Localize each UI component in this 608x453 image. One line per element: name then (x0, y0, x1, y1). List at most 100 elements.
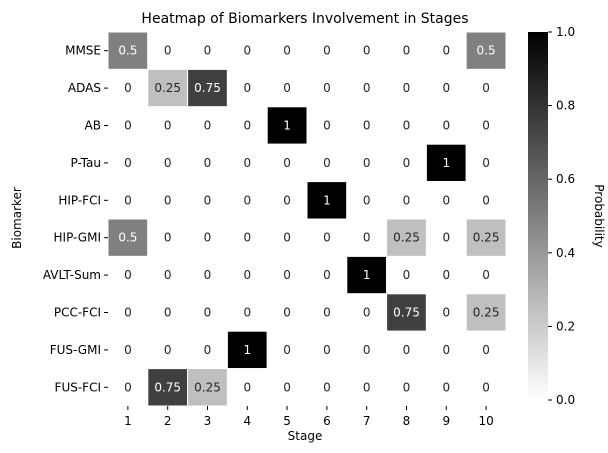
cell-value-label: 0 (403, 81, 411, 95)
y-axis-label: Biomarker (10, 187, 24, 249)
cell-value-label: 0 (283, 193, 291, 207)
heatmap-cell (465, 181, 507, 220)
heatmap-cell (187, 293, 228, 332)
cell-value-label: 0 (124, 268, 132, 282)
cell-value-label: 0.25 (194, 380, 221, 394)
heatmap-cell (226, 330, 268, 370)
cell-value-label: 0 (204, 306, 212, 320)
x-axis-label: Stage (288, 429, 323, 443)
cell-value-label: 0 (243, 193, 251, 207)
cell-value-label: 0 (164, 119, 172, 133)
cell-value-label: 0.25 (154, 81, 181, 95)
cell-value-label: 0.75 (393, 306, 420, 320)
heatmap-cell (226, 68, 268, 108)
cell-value-label: 0 (403, 343, 411, 357)
heatmap-cell (465, 143, 507, 183)
y-tick-label: FUS-FCI (55, 380, 101, 394)
heatmap-cell (266, 330, 308, 370)
cell-value-label: 0 (204, 193, 212, 207)
cell-value-label: 0 (323, 231, 331, 245)
cell-value-label: 0 (403, 193, 411, 207)
heatmap-cell (226, 255, 268, 295)
cell-value-label: 0 (363, 193, 371, 207)
colorbar-tick-label: 0.6 (556, 172, 575, 186)
y-tick-label: AB (85, 119, 101, 133)
x-tick-label: 1 (124, 414, 132, 428)
colorbar-tick-label: 0.8 (556, 99, 575, 113)
heatmap-cell (147, 31, 189, 70)
colorbar-ticks: 0.0 0.2 0.4 0.6 0.8 1.0 (548, 25, 575, 407)
cell-value-label: 0 (323, 268, 331, 282)
heatmap-cell (346, 330, 388, 370)
heatmap-cell (425, 330, 467, 370)
cell-value-label: 0 (442, 231, 450, 245)
cell-value-label: 0 (283, 156, 291, 170)
cell-value-label: 0 (283, 306, 291, 320)
heatmap-cell (346, 293, 388, 332)
cell-value-label: 0 (403, 380, 411, 394)
cell-value-label: 0 (243, 380, 251, 394)
x-tick-label: 6 (323, 414, 331, 428)
x-axis-ticks: 1 2 3 4 5 6 7 8 9 10 (124, 406, 494, 428)
heatmap-cell (465, 330, 507, 370)
cell-value-label: 0 (164, 44, 172, 58)
cell-value-label: 1 (442, 156, 450, 170)
cell-value-label: 0 (323, 306, 331, 320)
y-tick-label: ADAS (68, 81, 101, 95)
cell-value-label: 1 (243, 343, 251, 357)
cell-value-label: 0 (164, 306, 172, 320)
cell-value-label: 0 (204, 231, 212, 245)
cell-value-label: 0 (363, 44, 371, 58)
heatmap-cell (266, 368, 308, 407)
heatmap-cell (425, 181, 467, 220)
heatmap-cells (107, 31, 507, 407)
heatmap-cell (346, 143, 388, 183)
cell-value-label: 0 (482, 81, 490, 95)
cell-value-label: 0 (482, 156, 490, 170)
heatmap-cell (346, 106, 388, 145)
cell-value-label: 0.5 (477, 44, 496, 58)
heatmap-cell (465, 368, 507, 407)
cell-value-label: 0.5 (118, 231, 137, 245)
cell-value-label: 0 (363, 306, 371, 320)
cell-value-label: 0 (283, 44, 291, 58)
y-axis-ticks: MMSE ADAS AB P-Tau HIP-FCI HIP-GMI AVLT-Sum PCC… (43, 44, 108, 394)
heatmap-cell (465, 293, 507, 332)
heatmap-cell (266, 181, 308, 220)
cell-value-label: 0 (204, 156, 212, 170)
heatmap-cell (346, 368, 388, 407)
cell-value-label: 0 (124, 380, 132, 394)
cell-value-label: 0 (243, 44, 251, 58)
cell-value-label: 0 (243, 268, 251, 282)
heatmap-cell (386, 68, 427, 108)
heatmap-cell (386, 330, 427, 370)
cell-value-label: 0 (243, 231, 251, 245)
cell-value-label: 0.25 (393, 231, 420, 245)
heatmap-cell (425, 218, 467, 257)
heatmap-cell (306, 68, 348, 108)
cell-value-label: 0.75 (194, 81, 221, 95)
cell-value-label: 0 (283, 268, 291, 282)
heatmap-cell (346, 255, 388, 295)
heatmap-cell (306, 181, 348, 220)
cell-value-label: 0 (204, 44, 212, 58)
heatmap-cell (306, 255, 348, 295)
colorbar-label: Probability (592, 184, 606, 247)
heatmap-cell (465, 31, 507, 70)
cell-value-label: 0 (482, 380, 490, 394)
cell-value-label: 0 (482, 343, 490, 357)
cell-value-label: 0 (323, 44, 331, 58)
cell-value-label: 0.5 (118, 44, 137, 58)
cell-value-label: 1 (323, 193, 331, 207)
heatmap-cell (147, 181, 189, 220)
cell-value-label: 0 (124, 119, 132, 133)
heatmap-cell (465, 255, 507, 295)
cell-value-label: 0 (124, 156, 132, 170)
cell-value-label: 0 (442, 193, 450, 207)
heatmap-cell (346, 68, 388, 108)
heatmap-cell (107, 106, 149, 145)
cell-value-label: 0 (323, 156, 331, 170)
y-tick-label: HIP-GMI (54, 231, 102, 245)
heatmap-cell (386, 181, 427, 220)
